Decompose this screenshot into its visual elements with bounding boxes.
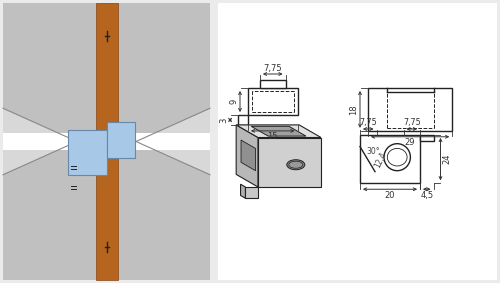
Ellipse shape	[287, 160, 305, 170]
Text: 7,75: 7,75	[264, 63, 282, 72]
Ellipse shape	[289, 161, 303, 168]
Polygon shape	[258, 138, 321, 187]
Polygon shape	[3, 133, 210, 280]
Bar	[368, 88, 452, 131]
Bar	[218, 3, 497, 280]
Text: 4,5: 4,5	[420, 191, 434, 200]
Polygon shape	[236, 125, 321, 138]
Polygon shape	[3, 3, 210, 150]
Text: 24: 24	[442, 154, 451, 164]
Bar	[238, 115, 248, 125]
Polygon shape	[246, 187, 258, 198]
Text: 7,75: 7,75	[360, 119, 377, 128]
Text: 15: 15	[268, 132, 278, 142]
Ellipse shape	[384, 144, 410, 171]
Bar	[3, 3, 210, 280]
Bar	[248, 88, 298, 115]
Bar	[360, 135, 420, 183]
Bar	[96, 140, 118, 144]
Polygon shape	[241, 140, 256, 171]
Text: 30°: 30°	[366, 147, 380, 156]
Text: 7,75: 7,75	[403, 119, 420, 128]
Text: 3: 3	[220, 117, 228, 123]
Ellipse shape	[388, 148, 407, 166]
Bar	[96, 3, 118, 142]
Polygon shape	[236, 125, 258, 187]
Text: 12,4: 12,4	[373, 151, 388, 170]
Text: 20: 20	[385, 191, 395, 200]
Bar	[420, 135, 434, 141]
Text: 18: 18	[350, 104, 358, 115]
Bar	[68, 130, 106, 175]
Bar	[3, 133, 210, 150]
Text: 9: 9	[230, 99, 238, 104]
Bar	[260, 80, 285, 88]
Polygon shape	[251, 126, 306, 136]
Bar	[96, 133, 118, 280]
Polygon shape	[240, 184, 246, 198]
Bar	[106, 122, 134, 158]
Text: 29: 29	[405, 138, 415, 147]
